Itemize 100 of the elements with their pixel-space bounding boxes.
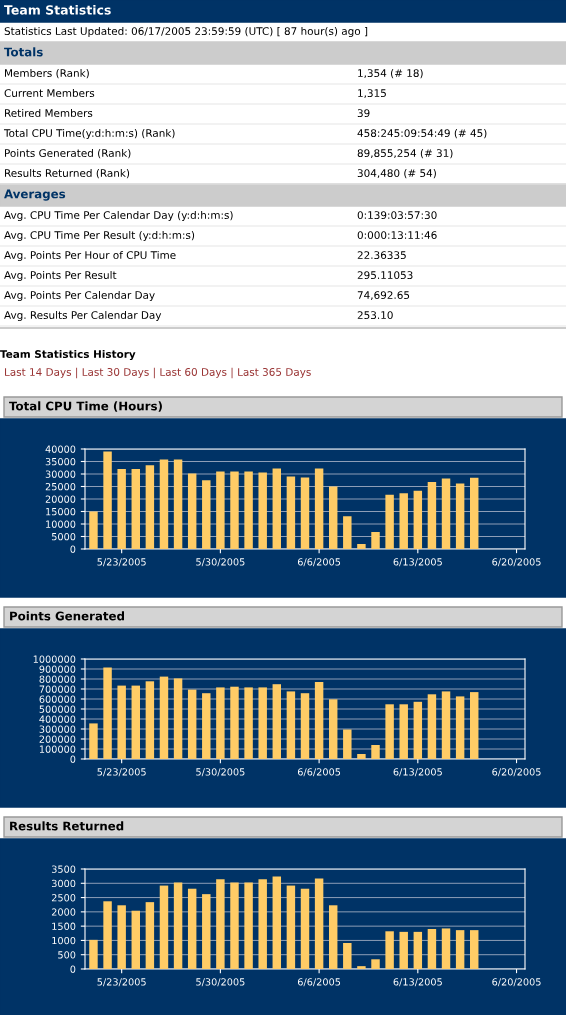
y-tick-label: 100000 [39,745,76,753]
text: 1,354 (# 18) [358,68,423,79]
bar [343,943,352,969]
bar [145,465,155,549]
y-tick-label: 2000 [51,908,76,916]
y-tick-label: 40000 [45,445,76,453]
y-tick-label: 5000 [51,532,76,541]
bar [159,676,169,759]
bar [371,745,380,759]
bar [103,901,112,969]
bar [399,704,408,759]
y-tick-label: 20000 [45,495,76,503]
bar [216,687,225,759]
bar [371,959,380,969]
y-tick-label: 0 [70,965,76,973]
bar [258,687,267,759]
category-label: Members (Rank) [5,68,89,79]
bar [103,667,112,759]
bar [230,471,239,549]
x-tick-label: 5/30/2005 [196,978,245,987]
y-tick-label: 35000 [45,457,76,466]
text: Team Statistics History [0,349,136,361]
category-label: Retired Members [5,108,93,118]
bar [89,511,98,549]
y-tick-label: 0 [70,755,76,763]
text: 39 [357,109,370,118]
chart-title: Total CPU Time (Hours) [9,401,162,412]
bar [357,754,366,759]
y-tick-label: 700000 [39,685,76,693]
bar [244,471,253,549]
bar [258,472,267,549]
bar [357,544,366,549]
y-tick-label: 2500 [51,894,76,902]
bar [117,905,126,969]
bar [131,685,140,759]
bar [427,929,437,969]
bar [328,486,338,549]
bar [343,516,352,549]
category-label: Avg. CPU Time Per Calendar Day (y:d:h:m:s) [4,210,233,222]
bar [187,888,197,969]
bar [187,689,197,759]
x-tick-label: 5/23/2005 [97,768,146,777]
x-tick-label: 6/20/2005 [492,978,541,987]
x-tick-label: 5/23/2005 [97,978,146,987]
bar [202,693,211,759]
bar [427,482,437,549]
text: 74,692.65 [357,291,410,301]
y-tick-label: 0 [70,545,76,553]
text: 89,855,254 (# 31) [357,148,453,159]
y-tick-label: 300000 [39,725,76,733]
bar [470,477,479,549]
bar [328,905,338,969]
bar [173,459,183,549]
bar [89,939,98,969]
category-label: Avg. CPU Time Per Result (y:d:h:m:s) [4,230,195,242]
y-tick-label: 600000 [39,695,76,703]
bar [300,693,310,759]
text: Team Statistics [4,4,111,15]
category-label: Avg. Points Per Result [4,270,117,282]
category-label: Results Returned (Rank) [5,168,130,179]
bar [89,723,98,759]
y-tick-label: 10000 [46,520,76,528]
bar [455,483,465,549]
y-tick-label: 15000 [46,507,76,516]
bar [413,931,423,969]
text: 253.10 [357,311,393,320]
bar [202,894,211,969]
bar [314,878,324,969]
bar [455,930,465,969]
y-tick-label: 1000000 [33,655,76,663]
text: 0:139:03:57:30 [357,211,437,220]
bar [286,885,296,969]
bar [300,477,310,549]
text: 304,480 (# 54) [357,168,436,179]
category-label: Total CPU Time(y:d:h:m:s) (Rank) [3,128,175,140]
bar [258,879,267,969]
bar [385,704,394,759]
bar [173,882,183,969]
bar [187,473,197,549]
x-tick-label: 6/13/2005 [393,558,442,567]
bar [131,469,140,549]
category-label: Current Members [4,88,95,98]
text: 1,315 [358,89,386,99]
x-tick-label: 6/13/2005 [393,768,442,777]
bar [272,876,282,969]
text: 295.11053 [357,271,413,280]
y-tick-label: 25000 [45,482,76,491]
bar [286,691,296,759]
y-tick-label: 400000 [39,715,76,723]
text: Statistics Last Updated: 06/17/2005 23:59:59 (UTC) [ 87 hour(s) ago ] [4,26,368,38]
bar [103,451,112,549]
bar [455,696,465,759]
y-tick-label: 800000 [39,675,76,683]
bar [413,490,423,549]
category-label: Totals [4,47,43,57]
bar [216,471,225,549]
bar [385,494,394,549]
x-tick-label: 6/20/2005 [492,558,541,567]
bar [117,685,126,759]
bar [230,882,239,969]
